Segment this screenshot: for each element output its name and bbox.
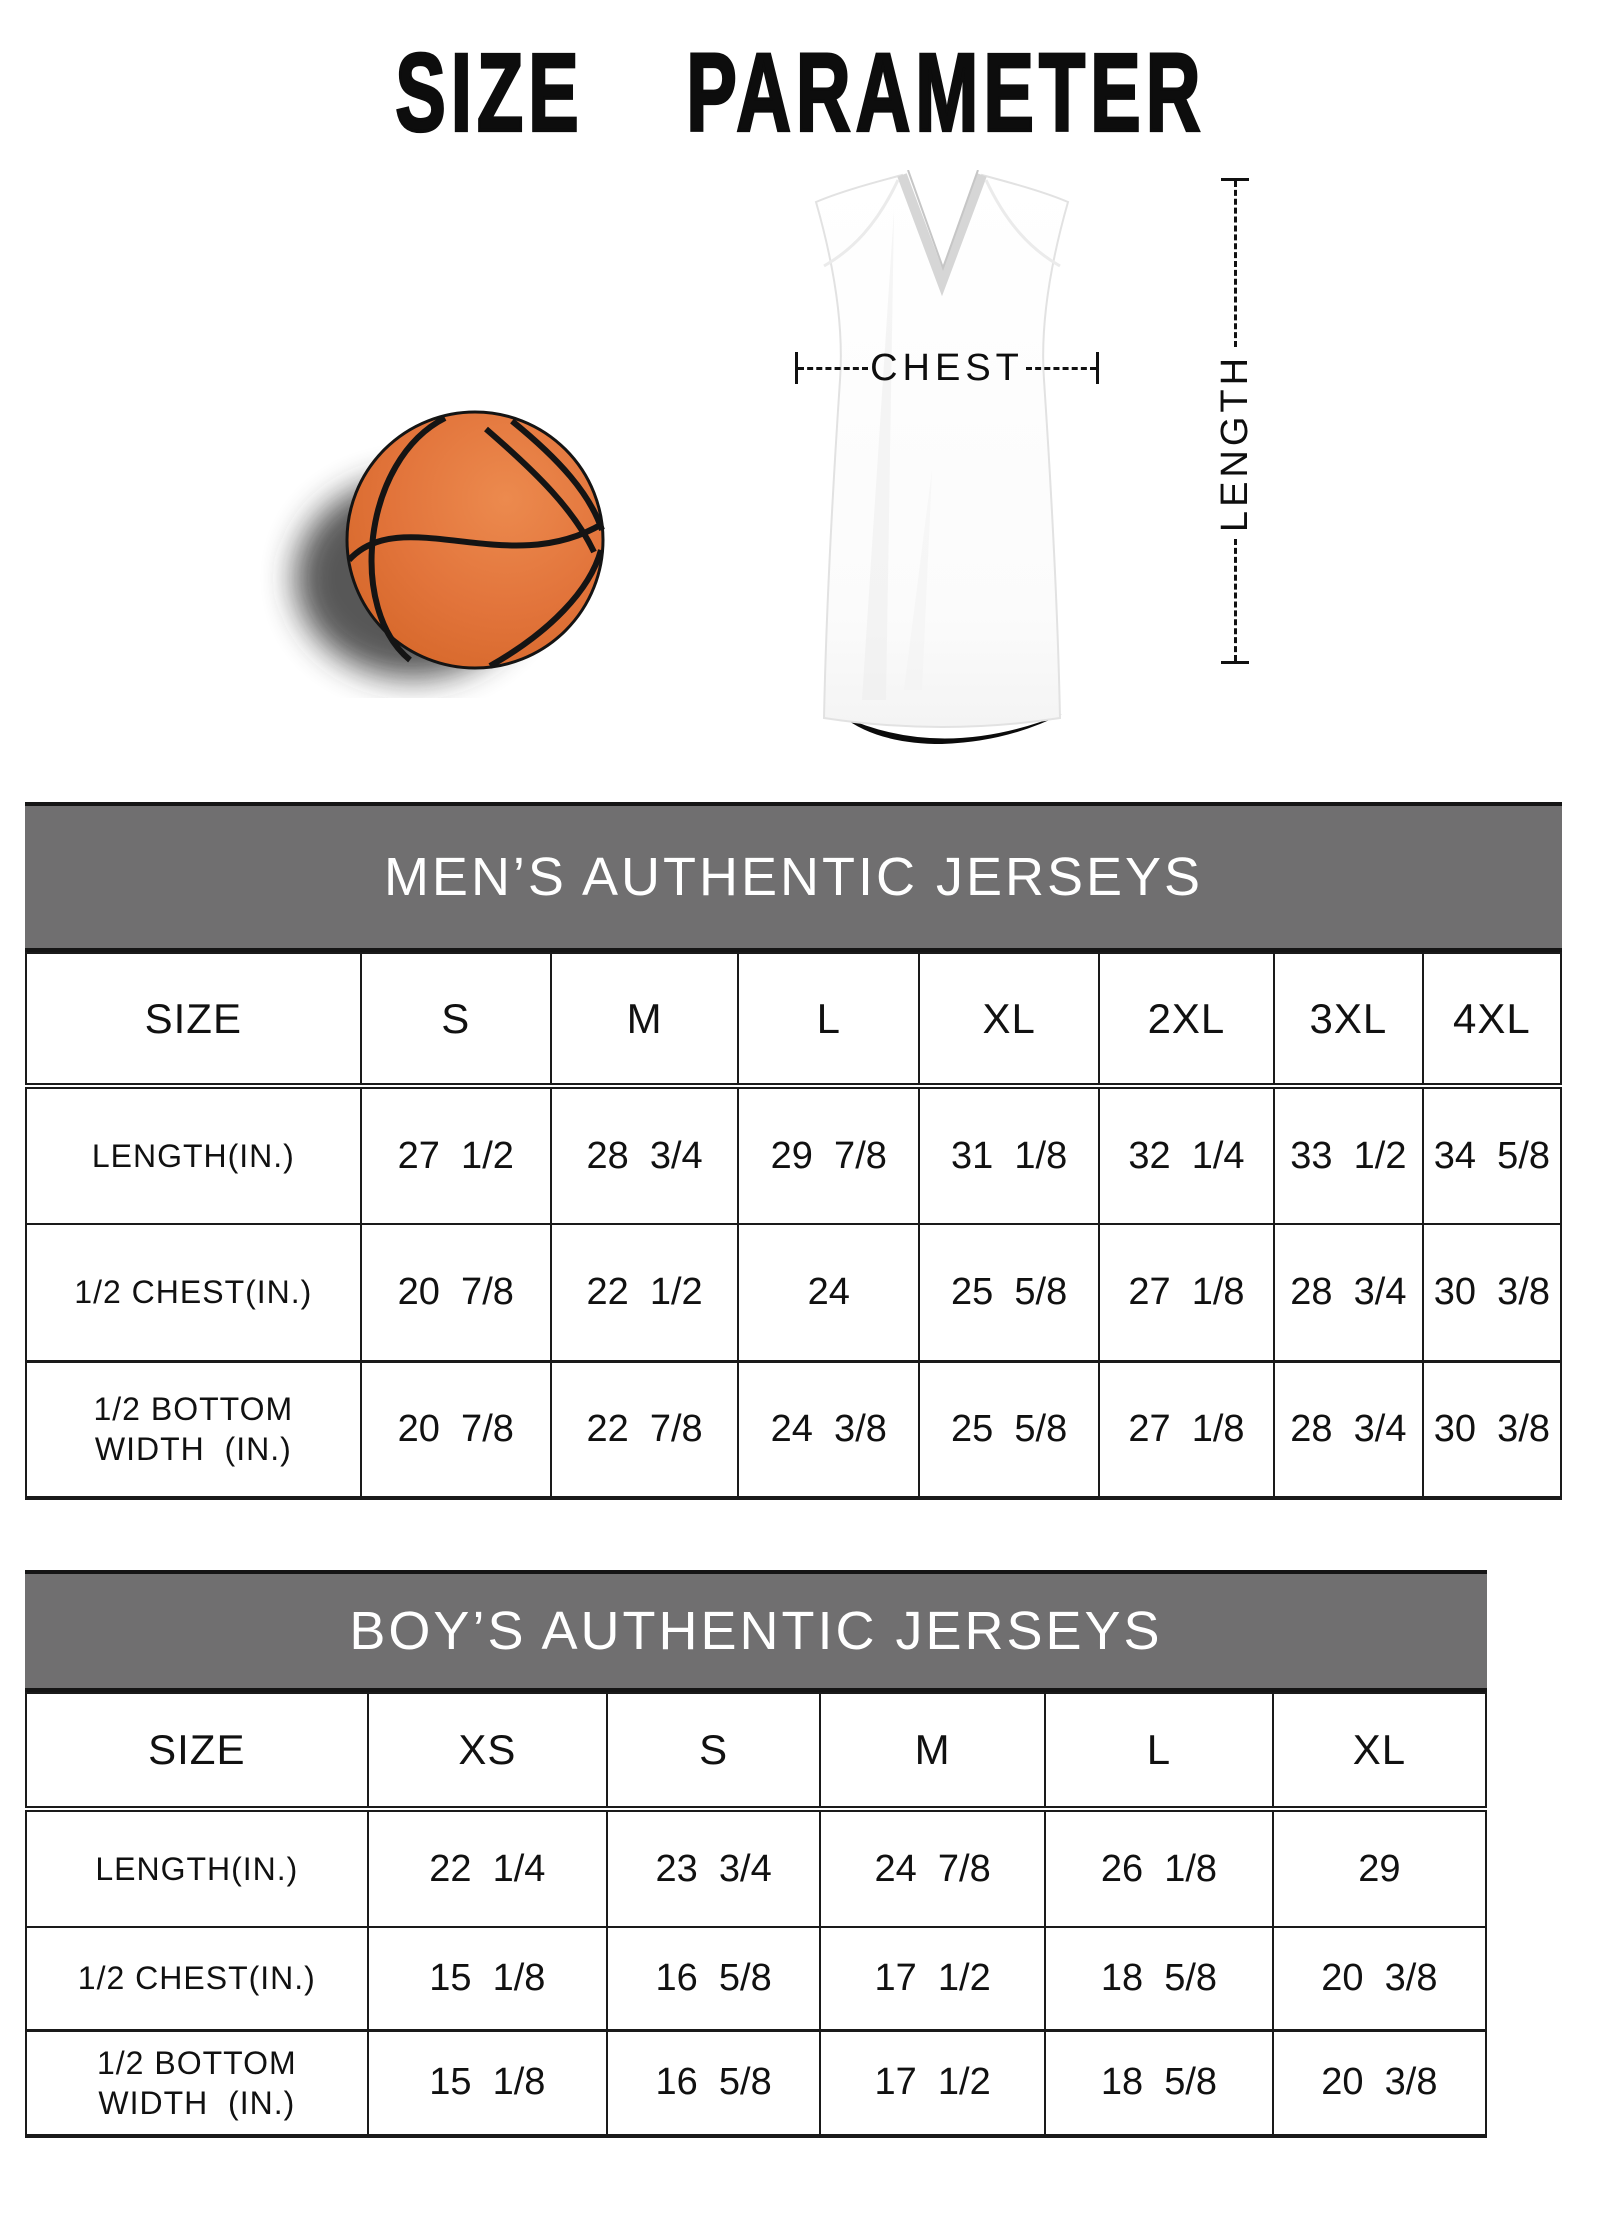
value-cell: 27 1/8 [1097,1359,1275,1499]
value-cell: 17 1/2 [819,1926,1047,2031]
size-col-header: XL [1271,1692,1488,1812]
value-cell: 29 [1271,1808,1488,1928]
mens-bottom-width-row: 1/2 BOTTOM WIDTH (IN.) 20 7/8 22 7/8 24 … [25,1359,1563,1499]
size-col-header: XS [366,1692,609,1812]
mens-chest-row: 1/2 CHEST(IN.) 20 7/8 22 1/2 24 25 5/8 2… [25,1223,1563,1362]
value-cell: 27 1/8 [1097,1223,1275,1362]
value-cell: 15 1/8 [366,2028,609,2137]
value-cell: 16 5/8 [606,2028,822,2137]
value-cell: 32 1/4 [1097,1085,1275,1225]
row-label: 1/2 CHEST(IN.) [25,1223,362,1362]
value-cell: 28 3/4 [1272,1359,1424,1499]
value-cell: 15 1/8 [366,1926,609,2031]
row-label: LENGTH(IN.) [25,1085,362,1225]
value-cell: 29 7/8 [737,1085,921,1225]
size-col-header: XL [918,952,1100,1089]
boys-size-table-section: BOY’S AUTHENTIC JERSEYS SIZE XS S M L XL… [25,1570,1488,2138]
value-cell: 24 7/8 [819,1808,1047,1928]
value-cell: 31 1/8 [918,1085,1100,1225]
chest-left-tick [795,352,798,384]
size-col-header: S [606,1692,822,1812]
mens-length-row: LENGTH(IN.) 27 1/2 28 3/4 29 7/8 31 1/8 … [25,1085,1563,1225]
chest-dash-right [1025,366,1097,370]
basketball-icon [295,410,605,678]
size-col-header: L [737,952,921,1089]
chest-right-tick [1096,352,1100,384]
mens-size-table-section: MEN’S AUTHENTIC JERSEYS SIZE S M L XL 2X… [25,802,1563,1500]
value-cell: 34 5/8 [1421,1085,1563,1225]
size-col-header: S [359,952,552,1089]
boys-chest-row: 1/2 CHEST(IN.) 15 1/8 16 5/8 17 1/2 18 5… [25,1926,1488,2031]
boys-size-header-row: SIZE XS S M L XL [25,1692,1488,1812]
value-cell: 25 5/8 [918,1359,1100,1499]
length-label: LENGTH [1214,353,1256,532]
value-cell: 22 1/4 [366,1808,609,1928]
mens-size-header-row: SIZE S M L XL 2XL 3XL 4XL [25,952,1563,1089]
measurement-illustration: CHEST LENGTH [0,150,1600,790]
boys-table-banner: BOY’S AUTHENTIC JERSEYS [25,1570,1487,1692]
value-cell: 27 1/2 [359,1085,552,1225]
length-label-box: LENGTH [1213,347,1257,539]
size-col-header: 2XL [1097,952,1275,1089]
row-label: 1/2 BOTTOM WIDTH (IN.) [25,1359,362,1499]
size-col-header: L [1044,1692,1274,1812]
size-col-header: M [819,1692,1047,1812]
value-cell: 16 5/8 [606,1926,822,2031]
value-cell: 20 3/8 [1271,1926,1488,2031]
length-measure-line: LENGTH [1213,178,1257,664]
value-cell: 28 3/4 [1272,1223,1424,1362]
boys-table-title: BOY’S AUTHENTIC JERSEYS [349,1601,1163,1661]
value-cell: 17 1/2 [819,2028,1047,2137]
value-cell: 24 3/8 [737,1359,921,1499]
length-top-tick [1221,178,1249,181]
size-header-cell: SIZE [25,1692,369,1812]
value-cell: 20 7/8 [359,1223,552,1362]
length-dash-top [1233,181,1237,347]
length-dash-bottom [1233,538,1237,661]
value-cell: 30 3/8 [1421,1359,1563,1499]
mens-size-table: SIZE S M L XL 2XL 3XL 4XL LENGTH(IN.) 27… [25,952,1563,1500]
value-cell: 28 3/4 [549,1085,740,1225]
chest-label: CHEST [870,347,1024,389]
size-col-header: 4XL [1421,952,1563,1089]
value-cell: 30 3/8 [1421,1223,1563,1362]
value-cell: 22 1/2 [549,1223,740,1362]
chest-measure-line: CHEST [795,347,1100,389]
mens-table-banner: MEN’S AUTHENTIC JERSEYS [25,802,1562,952]
value-cell: 26 1/8 [1044,1808,1274,1928]
page-title-text: SIZE PARAMETER [394,29,1206,155]
size-header-cell: SIZE [25,952,362,1089]
row-label: LENGTH(IN.) [25,1808,369,1928]
value-cell: 33 1/2 [1272,1085,1424,1225]
boys-bottom-width-row: 1/2 BOTTOM WIDTH (IN.) 15 1/8 16 5/8 17 … [25,2028,1488,2137]
value-cell: 24 [737,1223,921,1362]
value-cell: 18 5/8 [1044,1926,1274,2031]
boys-size-table: SIZE XS S M L XL LENGTH(IN.) 22 1/4 23 3… [25,1692,1488,2138]
boys-length-row: LENGTH(IN.) 22 1/4 23 3/4 24 7/8 26 1/8 … [25,1808,1488,1928]
row-label: 1/2 BOTTOM WIDTH (IN.) [25,2028,369,2137]
mens-table-title: MEN’S AUTHENTIC JERSEYS [383,847,1204,907]
chest-dash-left [798,366,869,370]
size-col-header: M [549,952,740,1089]
jersey-icon [814,170,1070,744]
length-bottom-tick [1221,661,1249,664]
row-label: 1/2 CHEST(IN.) [25,1926,369,2031]
page-title: SIZE PARAMETER [0,29,1600,155]
value-cell: 22 7/8 [549,1359,740,1499]
value-cell: 23 3/4 [606,1808,822,1928]
value-cell: 20 3/8 [1271,2028,1488,2137]
value-cell: 20 7/8 [359,1359,552,1499]
value-cell: 18 5/8 [1044,2028,1274,2137]
value-cell: 25 5/8 [918,1223,1100,1362]
size-col-header: 3XL [1272,952,1424,1089]
